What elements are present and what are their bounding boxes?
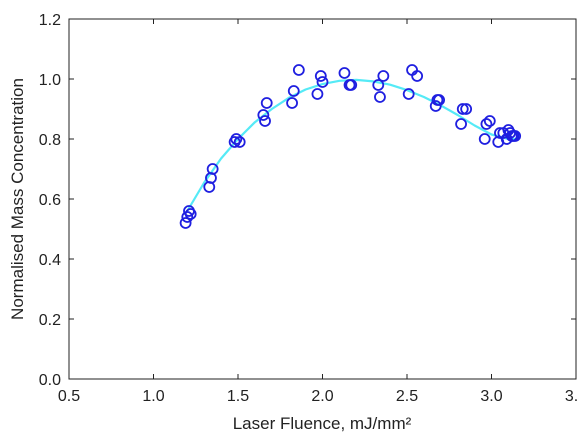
data-point — [311, 88, 324, 100]
data-point — [179, 217, 192, 229]
data-point — [411, 70, 424, 82]
y-tick-label: 1.2 — [39, 12, 61, 29]
data-point — [206, 163, 219, 175]
data-point — [259, 115, 271, 127]
data-point — [478, 133, 491, 145]
data-point — [257, 109, 270, 121]
data-point — [286, 97, 298, 109]
y-tick-label: 0.4 — [39, 252, 61, 269]
data-point — [483, 115, 496, 127]
data-point — [181, 211, 194, 223]
y-tick-label: 0.2 — [39, 312, 61, 329]
x-tick-label: 2.5 — [396, 388, 418, 405]
data-point — [456, 103, 469, 115]
data-point — [429, 100, 442, 112]
fit-curve-layer — [186, 78, 517, 212]
y-tick-label: 1.0 — [39, 72, 61, 89]
data-point — [316, 76, 329, 88]
data-point — [260, 97, 273, 109]
data-point — [184, 208, 197, 220]
axis-ticks-layer: 0.5 1.0 1.5 2.0 2.5 3.0 3.5 0.0 0.2 0.4 0.6 0.8 1.0 1… — [39, 12, 579, 405]
data-point — [345, 79, 358, 91]
x-tick-label: 1.5 — [227, 388, 249, 405]
x-tick-label: 0.5 — [58, 388, 80, 405]
data-point — [230, 133, 243, 145]
x-tick-label: 2.0 — [311, 388, 333, 405]
data-point — [233, 136, 246, 148]
fit-curve — [186, 78, 517, 212]
y-tick-label: 0.0 — [39, 372, 61, 389]
x-tick-label: 3.0 — [480, 388, 502, 405]
x-axis-label: Laser Fluence, mJ/mm² — [233, 414, 412, 433]
data-point — [372, 79, 385, 91]
data-points-layer — [179, 64, 522, 229]
data-point — [287, 85, 300, 97]
data-point — [455, 118, 467, 130]
data-point — [314, 70, 327, 82]
y-tick-label: 0.6 — [39, 192, 61, 209]
data-point — [509, 130, 522, 142]
data-point — [338, 67, 351, 79]
data-point — [460, 103, 473, 115]
data-point — [377, 70, 390, 82]
data-point — [480, 118, 493, 130]
y-tick-label: 0.8 — [39, 132, 61, 149]
plot-area — [68, 18, 577, 380]
data-point — [374, 91, 386, 103]
data-point — [292, 64, 305, 76]
data-point — [402, 88, 415, 100]
data-point — [433, 94, 446, 106]
x-tick-label: 3.5 — [565, 388, 579, 405]
x-tick-label: 1.0 — [142, 388, 164, 405]
y-axis-label: Normalised Mass Concentration — [8, 78, 27, 320]
